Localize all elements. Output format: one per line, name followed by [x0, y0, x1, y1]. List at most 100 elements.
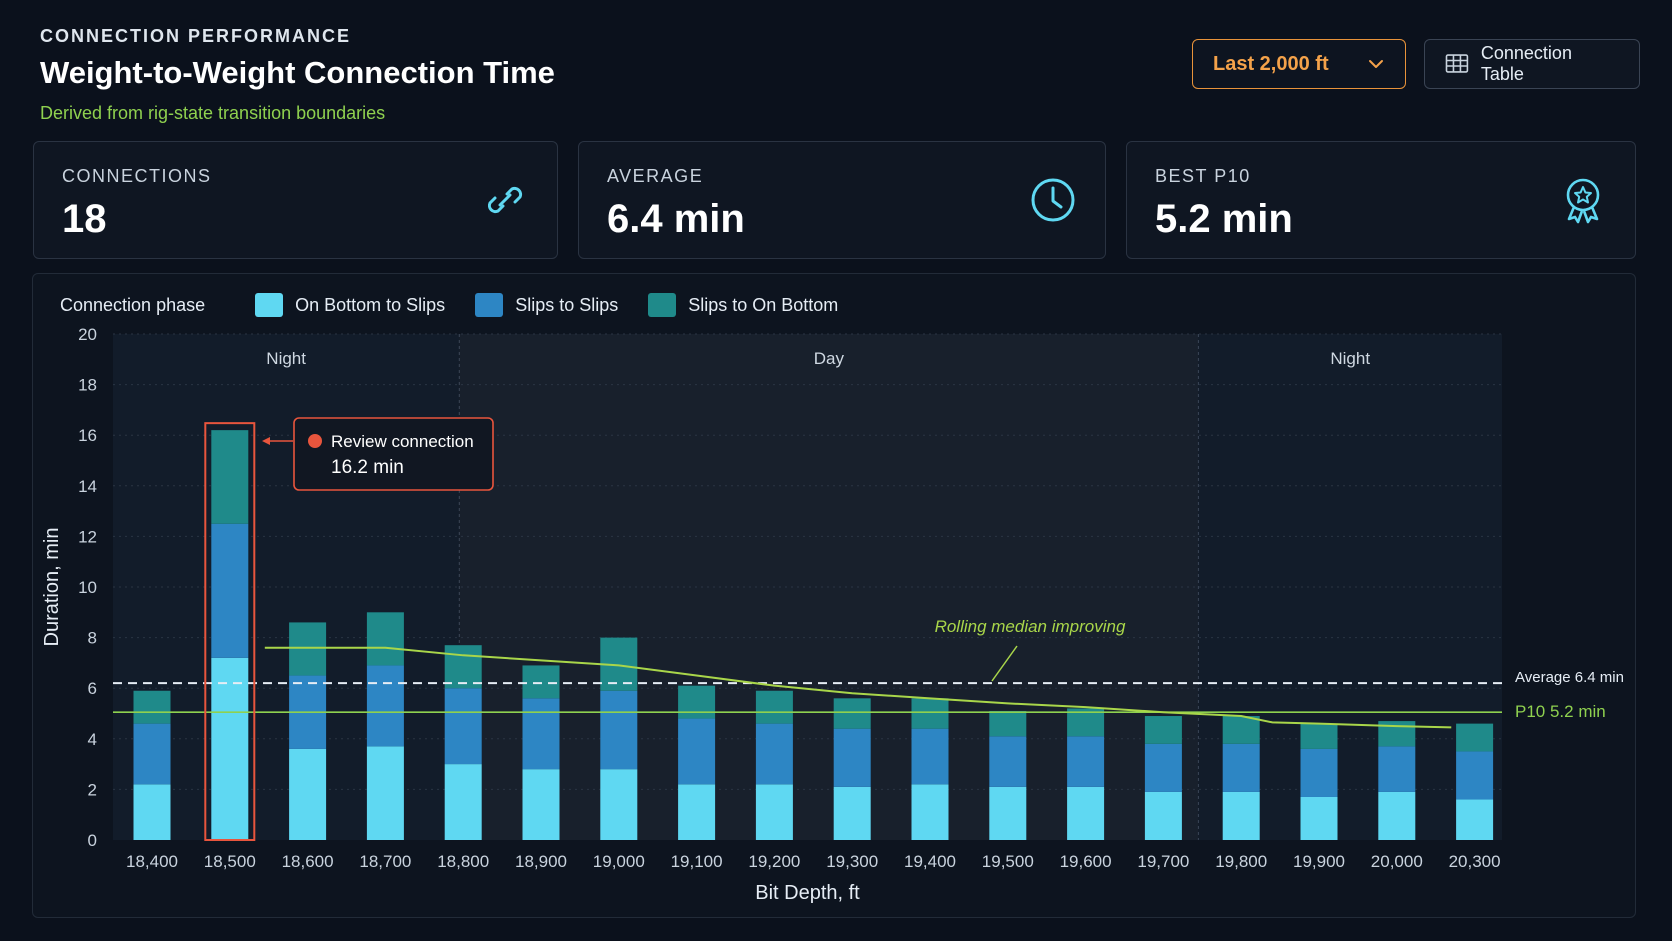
x-tick-label: 18,500 [204, 852, 256, 871]
bar-segment [1144, 791, 1182, 840]
bar-segment [833, 786, 871, 840]
legend-label: Slips to Slips [515, 294, 619, 315]
x-tick-label: 19,800 [1215, 852, 1267, 871]
x-tick-label: 18,400 [126, 852, 178, 871]
bar-segment [833, 728, 871, 787]
bar-segment [289, 748, 327, 840]
rolling-median-line [264, 646, 1452, 729]
bar-segment [1067, 736, 1105, 787]
y-axis-title: Duration, min [41, 528, 63, 647]
kpi-value: 6.4 min [607, 197, 745, 241]
bar-segment [989, 786, 1027, 840]
page-subtitle: Derived from rig-state transition bounda… [40, 103, 386, 123]
bar-segment [755, 723, 793, 785]
y-tick-label: 14 [78, 477, 97, 496]
bar-segment [444, 688, 482, 765]
y-tick-label: 6 [88, 679, 97, 698]
bar-segment [911, 784, 949, 840]
legend-title: Connection phase [60, 294, 206, 315]
y-tick-label: 0 [88, 831, 97, 850]
kpi-label: CONNECTIONS [62, 166, 212, 186]
bar-segment [522, 698, 560, 770]
clock-icon [1031, 178, 1075, 222]
bar-segment [522, 769, 560, 840]
y-tick-label: 2 [88, 780, 97, 799]
bar-segment [911, 728, 949, 785]
eyebrow: CONNECTION PERFORMANCE [40, 26, 352, 46]
x-tick-label: 19,100 [671, 852, 723, 871]
x-tick-label: 19,000 [593, 852, 645, 871]
shift-band-label: Night [266, 349, 306, 368]
shift-band-label: Night [1330, 349, 1370, 368]
bar-segment [1222, 716, 1260, 744]
bar-segment [1300, 796, 1338, 840]
legend-label: On Bottom to Slips [295, 294, 446, 315]
callout-value: 16.2 min [331, 457, 404, 478]
bar-segment [1222, 791, 1260, 840]
legend-swatch [255, 293, 284, 317]
x-tick-label: 19,600 [1060, 852, 1112, 871]
page-title: Weight-to-Weight Connection Time [40, 55, 555, 90]
bar-segment [678, 685, 716, 719]
bar-segment [989, 736, 1027, 787]
bar-segment [133, 723, 171, 785]
bar-segment [600, 769, 638, 840]
bar-segment [678, 718, 716, 785]
shift-band-label: Day [814, 349, 845, 368]
kpi-label: BEST P10 [1155, 166, 1251, 186]
x-tick-label: 19,700 [1137, 852, 1189, 871]
connection-table-button[interactable]: Connection Table [1424, 39, 1640, 89]
bar-segment [366, 665, 404, 747]
bar-segment [133, 690, 171, 724]
bar-segment [1300, 748, 1338, 797]
award-icon [1566, 178, 1600, 224]
bar-segment [289, 622, 327, 676]
x-tick-label: 19,500 [982, 852, 1034, 871]
table-icon [1445, 54, 1469, 73]
x-tick-label: 18,900 [515, 852, 567, 871]
bar-segment [833, 698, 871, 729]
legend-label: Slips to On Bottom [688, 294, 839, 315]
legend: Connection phase On Bottom to Slips Slip… [60, 293, 868, 317]
average-line-label: Average 6.4 min [1515, 669, 1624, 686]
y-tick-label: 20 [78, 325, 97, 344]
kpi-label: AVERAGE [607, 166, 704, 186]
bar-segment [1456, 723, 1494, 752]
callout-title: Review connection [331, 432, 474, 451]
bar-segment [755, 784, 793, 840]
x-tick-label: 19,300 [826, 852, 878, 871]
x-tick-label: 20,000 [1371, 852, 1423, 871]
x-tick-label: 20,300 [1449, 852, 1501, 871]
legend-swatch [475, 293, 504, 317]
y-tick-label: 18 [78, 376, 97, 395]
bar-segment [1067, 708, 1105, 737]
kpi-average: AVERAGE 6.4 min [578, 141, 1106, 259]
bar-segment [755, 690, 793, 724]
p10-line-label: P10 5.2 min [1515, 702, 1606, 721]
bar-segment [366, 746, 404, 840]
legend-item[interactable]: Slips to Slips [475, 293, 618, 317]
x-tick-label: 18,700 [359, 852, 411, 871]
bar-segment [989, 710, 1027, 737]
bar-segment [1378, 746, 1416, 792]
y-tick-label: 8 [88, 629, 97, 648]
bar-segment [211, 523, 249, 658]
bar-segment [366, 612, 404, 666]
connection-table-label: Connection Table [1480, 43, 1572, 84]
x-tick-label: 19,200 [748, 852, 800, 871]
bar-segment [444, 645, 482, 689]
annotation-leader [991, 645, 1018, 682]
legend-swatch [648, 293, 677, 317]
bar-segment [1222, 743, 1260, 792]
range-dropdown[interactable]: Last 2,000 ft [1192, 39, 1406, 89]
y-tick-label: 12 [78, 527, 97, 546]
legend-item[interactable]: On Bottom to Slips [255, 293, 445, 317]
legend-item[interactable]: Slips to On Bottom [648, 293, 838, 317]
header: CONNECTION PERFORMANCE Weight-to-Weight … [40, 26, 555, 124]
bar-segment [600, 690, 638, 770]
bar-segment [1378, 791, 1416, 840]
bar-segment [678, 784, 716, 840]
bar-segment [1067, 786, 1105, 840]
bar-segment [1144, 716, 1182, 744]
